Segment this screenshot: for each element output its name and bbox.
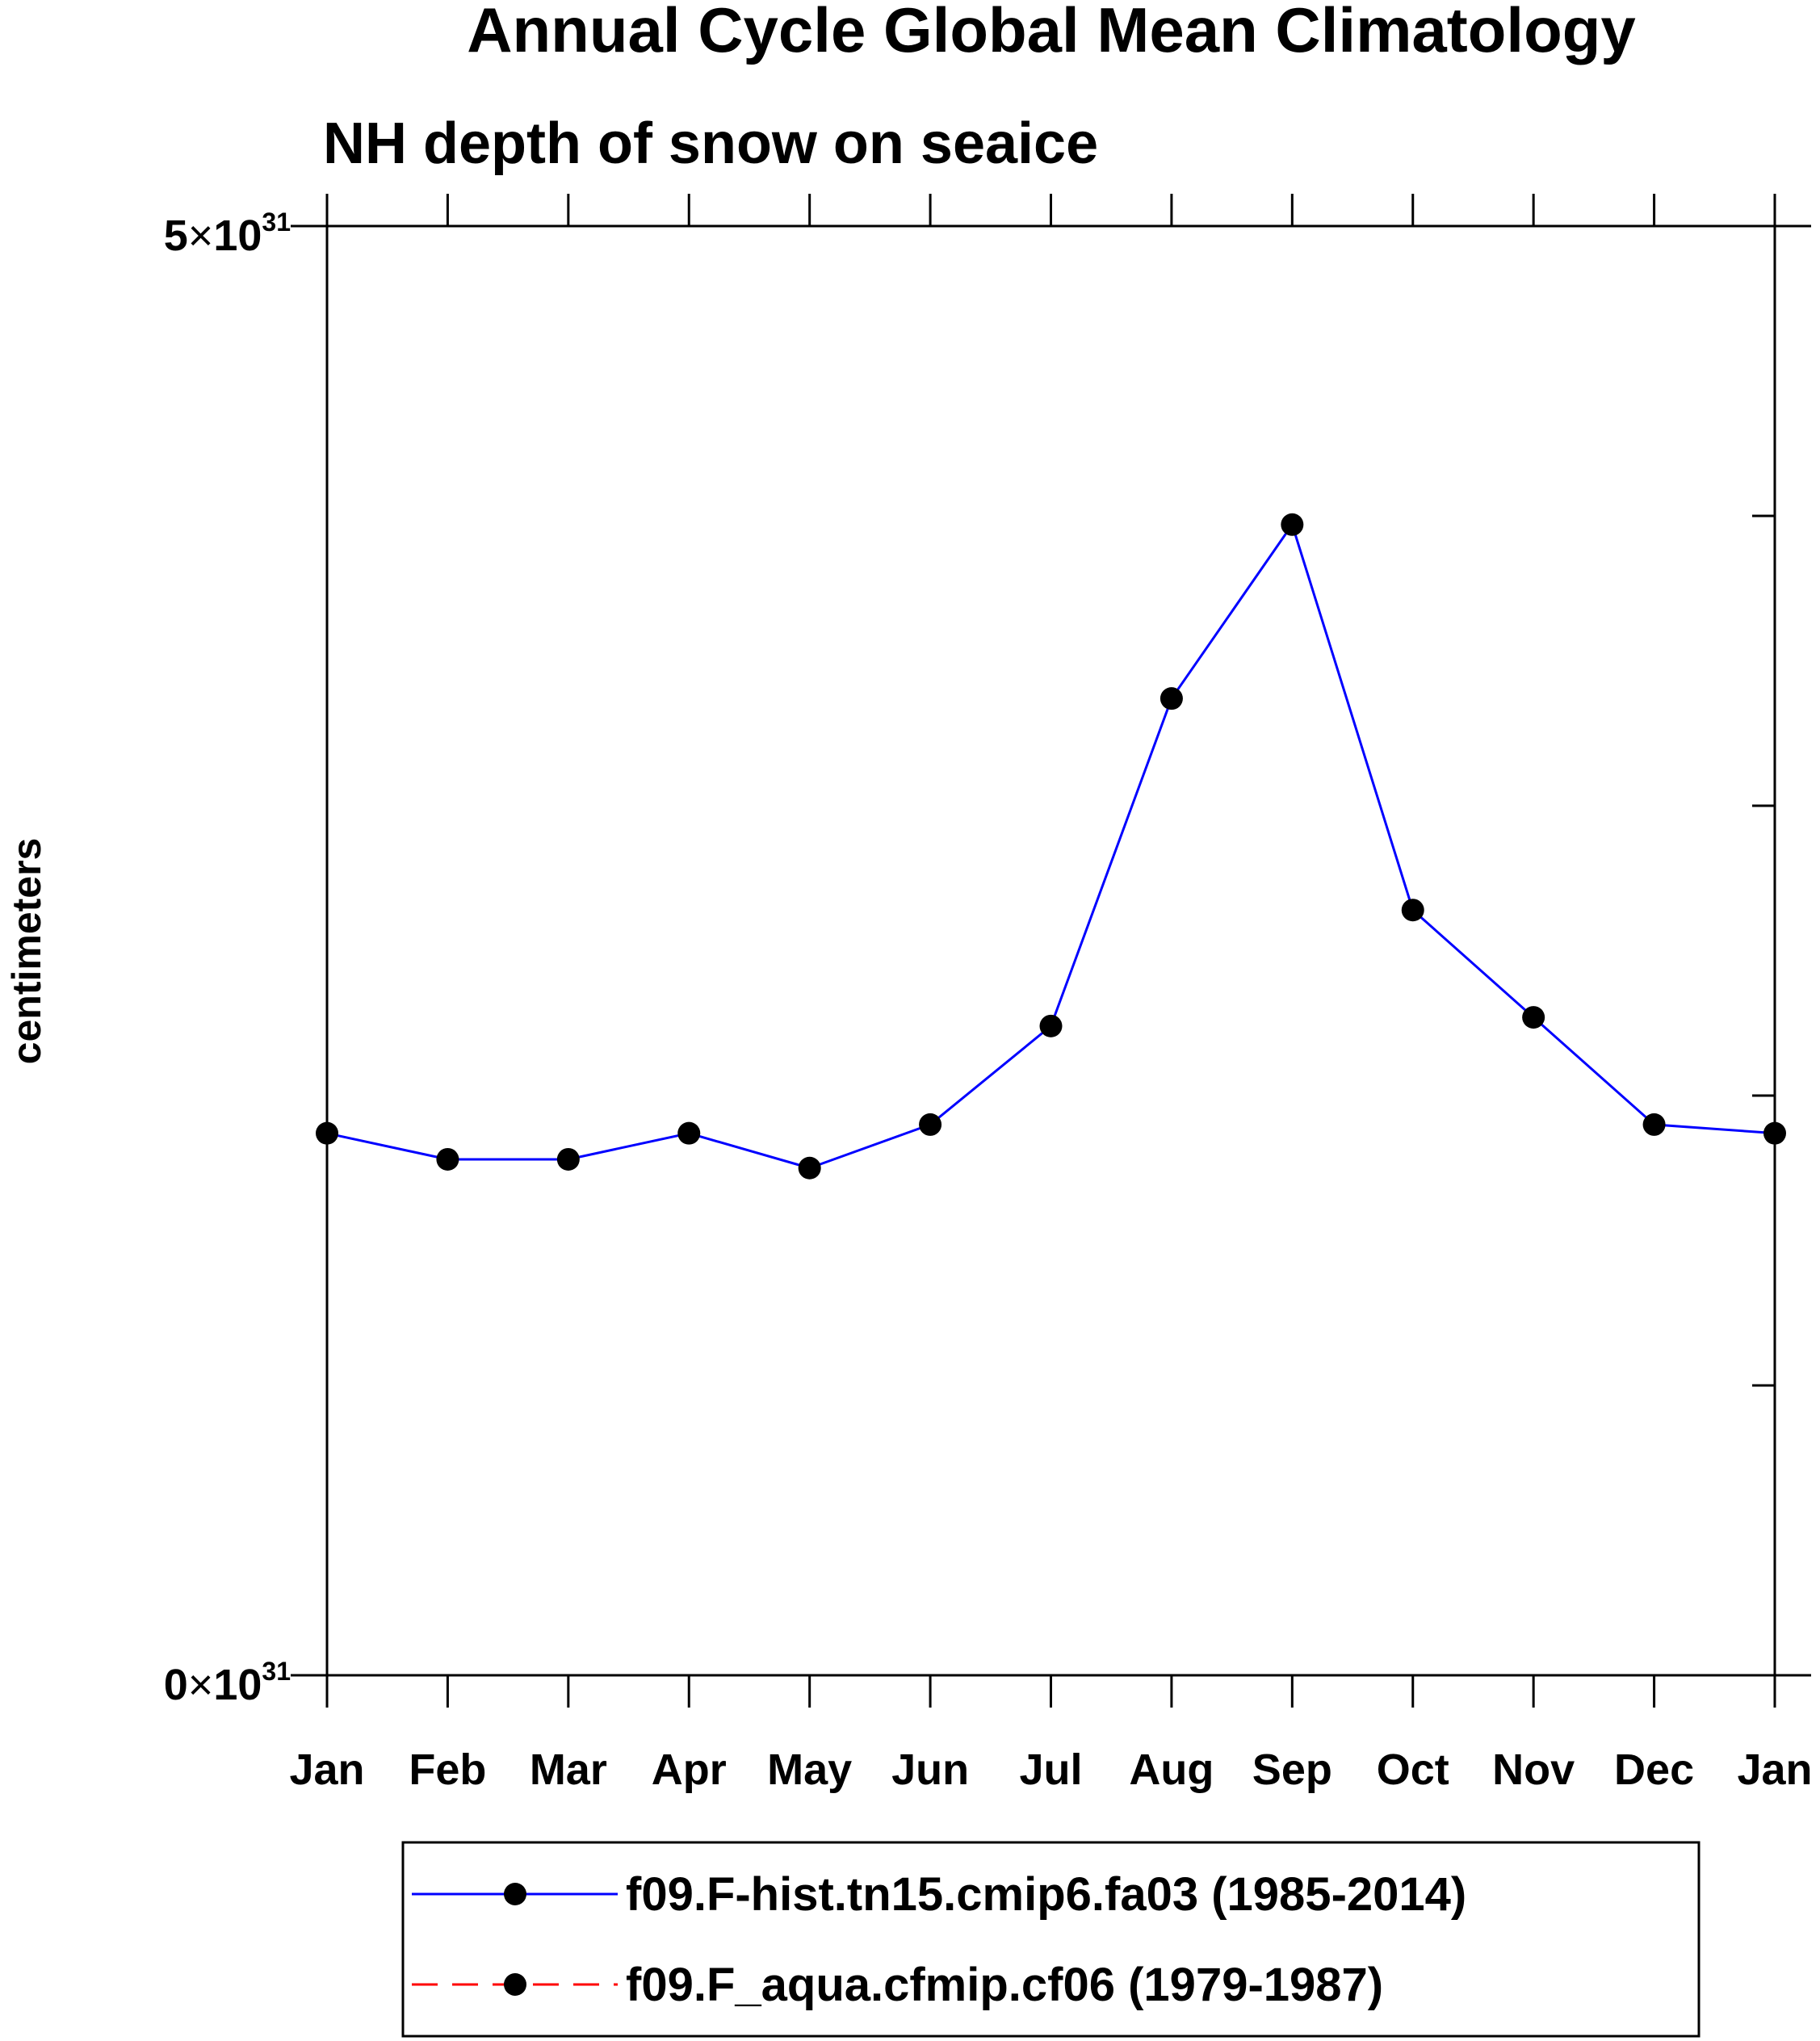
- legend-label-series-1: f09.F-hist.tn15.cmip6.fa03 (1985-2014): [626, 1868, 1466, 1921]
- y-axis-ticks-right: [1752, 224, 1811, 1677]
- series-1-point-1: [436, 1147, 459, 1171]
- x-tick-label-11: Dec: [1614, 1746, 1694, 1794]
- series-1-markers: [316, 513, 1786, 1180]
- series-1-point-4: [798, 1156, 821, 1180]
- y-tick-max-mantissa: 5: [164, 212, 188, 260]
- x-tick-label-12: Jan: [1737, 1746, 1812, 1794]
- legend-box: [401, 1841, 1700, 2038]
- x-tick-label-0: Jan: [289, 1746, 364, 1794]
- chart-subtitle: NH depth of snow on seaice: [323, 111, 1098, 176]
- series-1-point-8: [1281, 513, 1304, 536]
- x-tick-label-5: Jun: [891, 1746, 969, 1794]
- legend-entry-series-2: f09.F_aqua.cfmip.cf06 (1979-1987): [412, 1959, 1383, 2011]
- series-1-point-11: [1642, 1113, 1666, 1136]
- series-1-point-10: [1522, 1006, 1545, 1029]
- y-tick-max-times: ×: [188, 212, 214, 260]
- x-tick-label-9: Oct: [1377, 1746, 1449, 1794]
- x-tick-label-1: Feb: [409, 1746, 486, 1794]
- x-tick-label-3: Apr: [652, 1746, 727, 1794]
- chart-title: Annual Cycle Global Mean Climatology: [467, 0, 1636, 65]
- svg-text:5×1031: 5×1031: [164, 207, 291, 260]
- series-1-point-9: [1401, 899, 1424, 922]
- x-tick-label-4: May: [767, 1746, 852, 1794]
- legend-entry-series-1: f09.F-hist.tn15.cmip6.fa03 (1985-2014): [412, 1868, 1466, 1921]
- y-axis-label: centimeters: [4, 838, 49, 1065]
- legend-label-series-2: f09.F_aqua.cfmip.cf06 (1979-1987): [626, 1959, 1383, 2011]
- series-1-point-3: [677, 1121, 701, 1145]
- y-tick-min-exponent: 31: [262, 1657, 291, 1686]
- series-1-point-2: [556, 1147, 580, 1171]
- y-tick-min-mantissa: 0: [164, 1661, 188, 1709]
- y-tick-min-times: ×: [188, 1661, 214, 1709]
- series-1-point-5: [919, 1113, 942, 1136]
- legend-marker-series-1: [504, 1883, 526, 1905]
- x-tick-label-8: Sep: [1252, 1746, 1332, 1794]
- legend-marker-series-2: [504, 1973, 526, 1996]
- legend: f09.F-hist.tn15.cmip6.fa03 (1985-2014) f…: [401, 1841, 1700, 2038]
- svg-text:0×1031: 0×1031: [164, 1657, 291, 1709]
- series-1-point-12: [1763, 1121, 1786, 1145]
- series-1-point-7: [1160, 687, 1183, 710]
- x-tick-label-2: Mar: [530, 1746, 607, 1794]
- series-1-point-0: [316, 1121, 338, 1145]
- series-1-point-6: [1039, 1014, 1063, 1037]
- x-axis-tick-labels: Jan Feb Mar Apr May Jun Jul Aug Sep Oct Nov Dec Jan: [289, 1746, 1812, 1794]
- y-tick-label-max: 5×1031: [164, 207, 291, 260]
- y-tick-label-min: 0×1031: [164, 1657, 291, 1709]
- y-tick-min-base: 10: [213, 1661, 262, 1709]
- x-tick-label-7: Aug: [1129, 1746, 1214, 1794]
- x-tick-label-10: Nov: [1492, 1746, 1575, 1794]
- x-axis-ticks-top: [325, 194, 1776, 226]
- y-tick-max-exponent: 31: [262, 207, 291, 237]
- x-axis-ticks-bottom: [325, 1675, 1776, 1708]
- y-tick-max-base: 10: [213, 212, 262, 260]
- y-axis-ticks-left: [291, 224, 327, 1677]
- x-tick-label-6: Jul: [1019, 1746, 1082, 1794]
